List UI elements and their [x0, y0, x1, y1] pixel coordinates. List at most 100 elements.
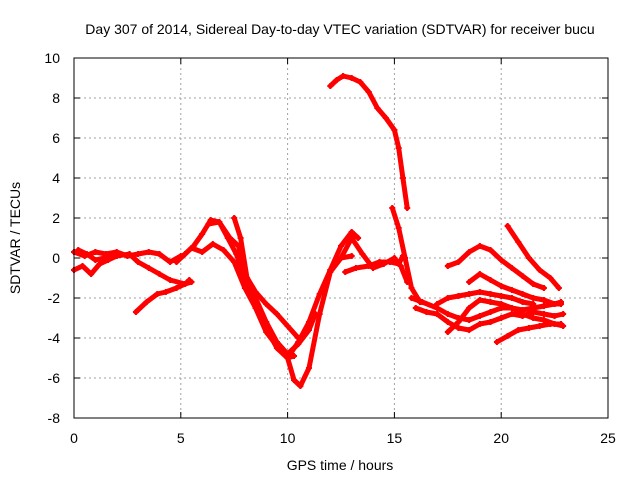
data-point — [295, 339, 302, 345]
x-axis-label: GPS time / hours — [287, 457, 394, 473]
data-point — [205, 221, 212, 227]
data-point — [547, 321, 554, 327]
data-point — [455, 319, 462, 325]
data-point — [237, 235, 244, 241]
y-tick-label: 10 — [44, 50, 60, 66]
data-point — [519, 311, 526, 317]
data-point — [555, 285, 562, 291]
data-point — [348, 75, 355, 81]
data-point — [126, 251, 133, 257]
data-point — [342, 269, 349, 275]
data-point — [504, 223, 511, 229]
data-point — [525, 325, 532, 331]
x-tick-labels: 0 5 10 15 20 25 — [70, 430, 616, 446]
data-point — [560, 311, 567, 317]
data-point — [338, 255, 344, 261]
data-point — [395, 145, 402, 151]
data-point — [508, 311, 515, 317]
data-point — [391, 255, 398, 261]
data-point — [297, 383, 304, 389]
data-point — [404, 205, 411, 211]
data-point — [408, 295, 415, 301]
data-point — [444, 311, 451, 317]
data-point — [387, 259, 394, 265]
data-point — [143, 299, 150, 305]
data-point — [487, 299, 494, 305]
data-point — [327, 83, 334, 89]
data-point — [540, 297, 547, 303]
data-point — [498, 301, 505, 307]
data-point — [498, 257, 505, 263]
data-point — [455, 259, 462, 265]
data-point — [75, 247, 82, 253]
data-point — [284, 355, 291, 361]
data-series — [71, 73, 567, 389]
data-point — [395, 261, 402, 267]
data-point — [216, 219, 223, 225]
data-point — [434, 301, 441, 307]
y-tick-label: -8 — [48, 410, 61, 426]
data-point — [498, 293, 505, 299]
data-point — [355, 235, 362, 241]
data-point — [536, 267, 543, 273]
data-point — [487, 247, 494, 253]
data-point — [455, 325, 462, 331]
data-point — [444, 329, 451, 335]
y-tick-label: -2 — [48, 290, 61, 306]
data-point — [504, 333, 511, 339]
data-point — [291, 353, 298, 359]
data-point — [327, 267, 334, 273]
data-point — [132, 309, 139, 315]
y-tick-label: -4 — [48, 330, 61, 346]
data-point — [252, 305, 259, 311]
data-point — [96, 261, 103, 267]
data-point — [100, 255, 107, 261]
data-point — [434, 311, 441, 317]
y-tick-label: -6 — [48, 370, 61, 386]
chart-title: Day 307 of 2014, Sidereal Day-to-day VTE… — [85, 21, 594, 37]
data-point — [173, 259, 180, 265]
data-point — [88, 271, 95, 277]
data-point — [333, 77, 340, 83]
series-arc21 — [505, 223, 562, 291]
data-point — [154, 291, 161, 297]
data-point — [92, 257, 99, 263]
data-point — [530, 315, 537, 321]
data-point — [156, 271, 163, 277]
data-point — [338, 243, 344, 249]
data-point — [408, 285, 415, 291]
data-point — [508, 305, 515, 311]
data-point — [530, 309, 537, 315]
data-point — [444, 319, 451, 325]
series-arc7 — [206, 219, 301, 341]
data-point — [419, 299, 426, 305]
data-point — [476, 243, 483, 249]
data-point — [466, 279, 473, 285]
data-point — [348, 253, 355, 259]
data-point — [357, 79, 364, 85]
data-point — [536, 323, 543, 329]
y-tick-label: 0 — [52, 250, 60, 266]
grid-lines — [74, 58, 608, 418]
data-point — [365, 89, 372, 95]
data-point — [83, 251, 90, 257]
y-tick-label: 2 — [52, 210, 60, 226]
data-point — [530, 295, 537, 301]
data-point — [186, 277, 193, 283]
data-point — [135, 251, 142, 257]
data-point — [241, 285, 248, 291]
data-point — [466, 317, 473, 323]
data-point — [487, 319, 494, 325]
data-point — [376, 259, 383, 265]
data-point — [487, 291, 494, 297]
data-point — [92, 249, 99, 255]
data-point — [374, 105, 381, 111]
data-point — [466, 305, 473, 311]
data-point — [540, 285, 547, 291]
series-arc18 — [445, 243, 547, 291]
y-tick-label: 8 — [52, 90, 60, 106]
series-arc12 — [327, 73, 410, 211]
data-point — [182, 251, 189, 257]
data-point — [551, 313, 558, 319]
axis-ticks — [73, 57, 609, 419]
